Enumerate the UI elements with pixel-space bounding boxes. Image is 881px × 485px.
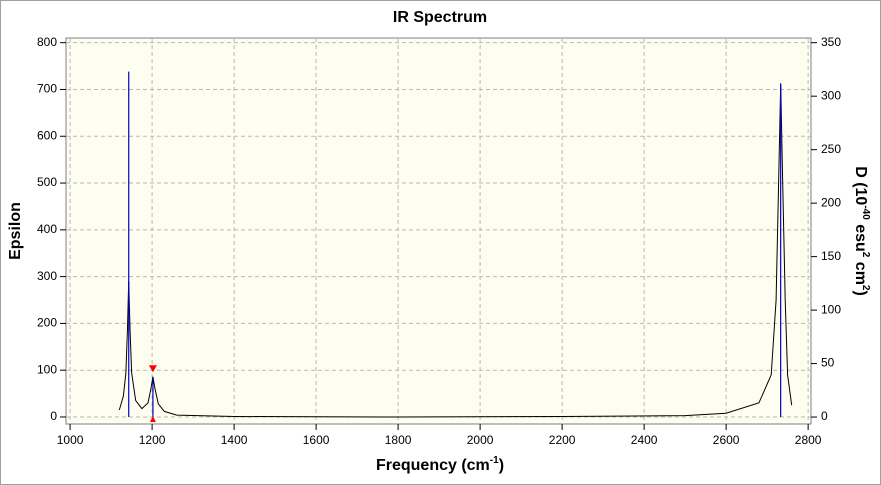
y-tick-label: 300: [37, 269, 57, 283]
y2-tick-label: 150: [821, 249, 841, 263]
x-axis-label-part: Frequency (cm: [376, 457, 490, 474]
y-tick-label: 100: [37, 362, 57, 376]
y2-tick-label: 300: [821, 88, 841, 102]
y-tick-label: 200: [37, 316, 57, 330]
x-tick-label: 2800: [795, 433, 822, 447]
y2-axis-label-part: D (10: [852, 166, 869, 205]
y2-axis-label-part: esu: [852, 220, 869, 252]
y-tick-label: 700: [37, 82, 57, 96]
x-tick-label: 2000: [467, 433, 494, 447]
y2-axis-label-sup: -40: [860, 205, 871, 220]
x-axis-label-sup: -1: [490, 455, 499, 466]
plot-area: [65, 37, 812, 425]
selection-marker: [149, 416, 156, 422]
y2-tick-label: 250: [821, 142, 841, 156]
x-tick-label: 1200: [139, 433, 166, 447]
y2-axis-label-sup: 2: [860, 252, 871, 258]
y2-tick-label: 100: [821, 302, 841, 316]
x-tick-label: 1400: [221, 433, 248, 447]
y-tick-label: 800: [37, 35, 57, 49]
x-tick-label: 1800: [385, 433, 412, 447]
y2-tick-label: 0: [821, 409, 828, 423]
y2-tick-label: 200: [821, 195, 841, 209]
x-tick-label: 1600: [303, 433, 330, 447]
y2-tick-label: 350: [821, 35, 841, 49]
x-axis-label: Frequency (cm-1): [376, 455, 504, 474]
chart-title: IR Spectrum: [393, 9, 487, 26]
selection-marker: [148, 365, 157, 373]
y-tick-label: 400: [37, 222, 57, 236]
y2-axis-label-part: cm: [852, 257, 869, 285]
y2-axis-label-sup: 2: [860, 285, 871, 291]
y2-axis-label-part: ): [852, 290, 869, 295]
y-tick-label: 600: [37, 128, 57, 142]
y2-axis-label: D (10-40 esu2 cm2): [852, 166, 871, 296]
x-tick-label: 1000: [57, 433, 84, 447]
y-tick-label: 500: [37, 175, 57, 189]
x-tick-label: 2200: [549, 433, 576, 447]
x-tick-label: 2400: [631, 433, 658, 447]
y-axis-label: Epsilon: [7, 202, 24, 260]
y2-tick-label: 50: [821, 356, 835, 370]
x-tick-label: 2600: [713, 433, 740, 447]
y-tick-label: 0: [50, 409, 57, 423]
spectrum-line: [118, 83, 793, 418]
x-axis-label-part: ): [499, 457, 504, 474]
